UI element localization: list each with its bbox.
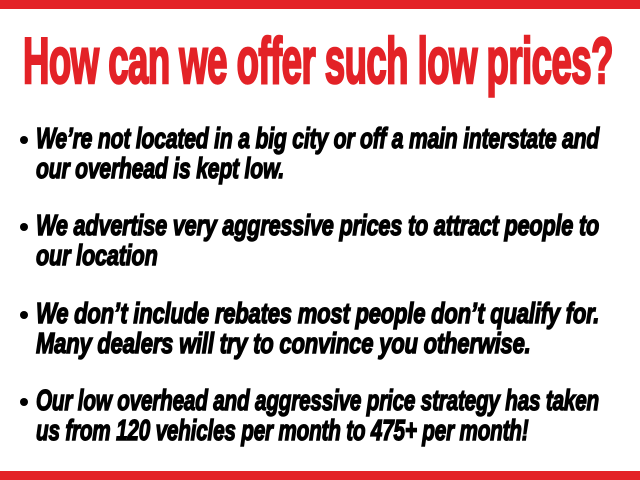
bullet-2-line-2: our location — [35, 240, 158, 272]
top-accent-bar — [0, 0, 640, 9]
bullet-3-line-2: Many dealers will try to convince you ot… — [35, 328, 531, 360]
bullet-1-line-1: We’re not located in a big city or off a… — [35, 123, 600, 155]
bullet-4-line-2: us from 120 vehicles per month to 475+ p… — [35, 415, 529, 447]
bullet-icon — [20, 223, 28, 231]
bullet-icon — [20, 136, 28, 144]
bullet-3-line-1: We don’t include rebates most people don… — [35, 298, 600, 330]
bullet-icon — [20, 398, 28, 406]
bullet-item-3: We don’t include rebates most people don… — [35, 298, 640, 360]
bullet-icon — [20, 311, 28, 319]
bullet-item-4: Our low overhead and aggressive price st… — [35, 385, 640, 447]
page-title-text: How can we offer such low prices? — [22, 24, 614, 97]
bullet-4-line-1: Our low overhead and aggressive price st… — [35, 385, 600, 417]
bullet-1-line-2: our overhead is kept low. — [35, 153, 285, 185]
page-title: How can we offer such low prices? — [22, 27, 614, 95]
bullet-2-line-1: We advertise very aggressive prices to a… — [35, 210, 600, 242]
bottom-accent-bar — [0, 471, 640, 480]
bullet-item-1: We’re not located in a big city or off a… — [35, 123, 640, 185]
bullet-item-2: We advertise very aggressive prices to a… — [35, 210, 640, 272]
